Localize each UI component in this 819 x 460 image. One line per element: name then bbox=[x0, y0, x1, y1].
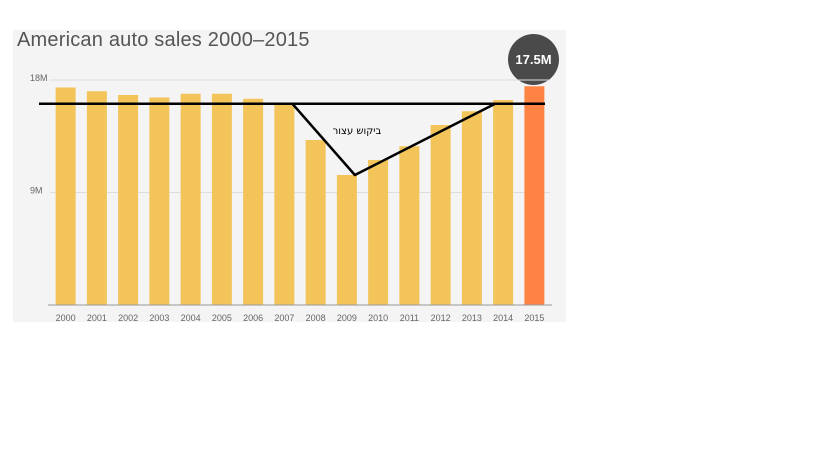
x-tick-label-2000: 2000 bbox=[56, 313, 76, 323]
bar-2015 bbox=[524, 86, 545, 305]
x-tick-label-2005: 2005 bbox=[212, 313, 232, 323]
chart-title: American auto sales 2000–2015 bbox=[17, 29, 310, 51]
x-tick-label-2007: 2007 bbox=[274, 313, 294, 323]
bar-2006 bbox=[243, 98, 264, 305]
bar-2012 bbox=[430, 125, 451, 305]
x-tick-label-2014: 2014 bbox=[493, 313, 513, 323]
bar-2004 bbox=[180, 93, 201, 305]
x-tick-label-2002: 2002 bbox=[118, 313, 138, 323]
y-tick-label: 18M bbox=[30, 73, 48, 83]
bar-2002 bbox=[118, 95, 139, 305]
x-tick-label-2012: 2012 bbox=[431, 313, 451, 323]
bar-2011 bbox=[399, 146, 420, 305]
bar-2009 bbox=[336, 175, 357, 305]
bar-2013 bbox=[461, 111, 482, 305]
bar-2014 bbox=[493, 100, 514, 305]
x-tick-label-2010: 2010 bbox=[368, 313, 388, 323]
bar-2000 bbox=[55, 87, 76, 305]
x-tick-label-2009: 2009 bbox=[337, 313, 357, 323]
highlight-value-badge: 17.5M bbox=[508, 34, 559, 85]
x-tick-label-2008: 2008 bbox=[306, 313, 326, 323]
y-tick-label: 9M bbox=[30, 186, 43, 196]
x-tick-label-2006: 2006 bbox=[243, 313, 263, 323]
bar-2005 bbox=[211, 93, 232, 305]
x-tick-label-2003: 2003 bbox=[149, 313, 169, 323]
bar-2008 bbox=[305, 140, 326, 305]
x-tick-label-2004: 2004 bbox=[181, 313, 201, 323]
annotation-label: ביקוש עצור bbox=[333, 126, 382, 137]
x-tick-label-2001: 2001 bbox=[87, 313, 107, 323]
annotation-v-line bbox=[291, 102, 496, 177]
x-tick-label-2013: 2013 bbox=[462, 313, 482, 323]
x-tick-label-2011: 2011 bbox=[400, 313, 419, 323]
x-tick-label-2015: 2015 bbox=[524, 313, 544, 323]
bar-2001 bbox=[86, 91, 107, 305]
bar-2010 bbox=[368, 160, 389, 305]
bar-2003 bbox=[149, 97, 170, 305]
bar-2007 bbox=[274, 103, 295, 305]
